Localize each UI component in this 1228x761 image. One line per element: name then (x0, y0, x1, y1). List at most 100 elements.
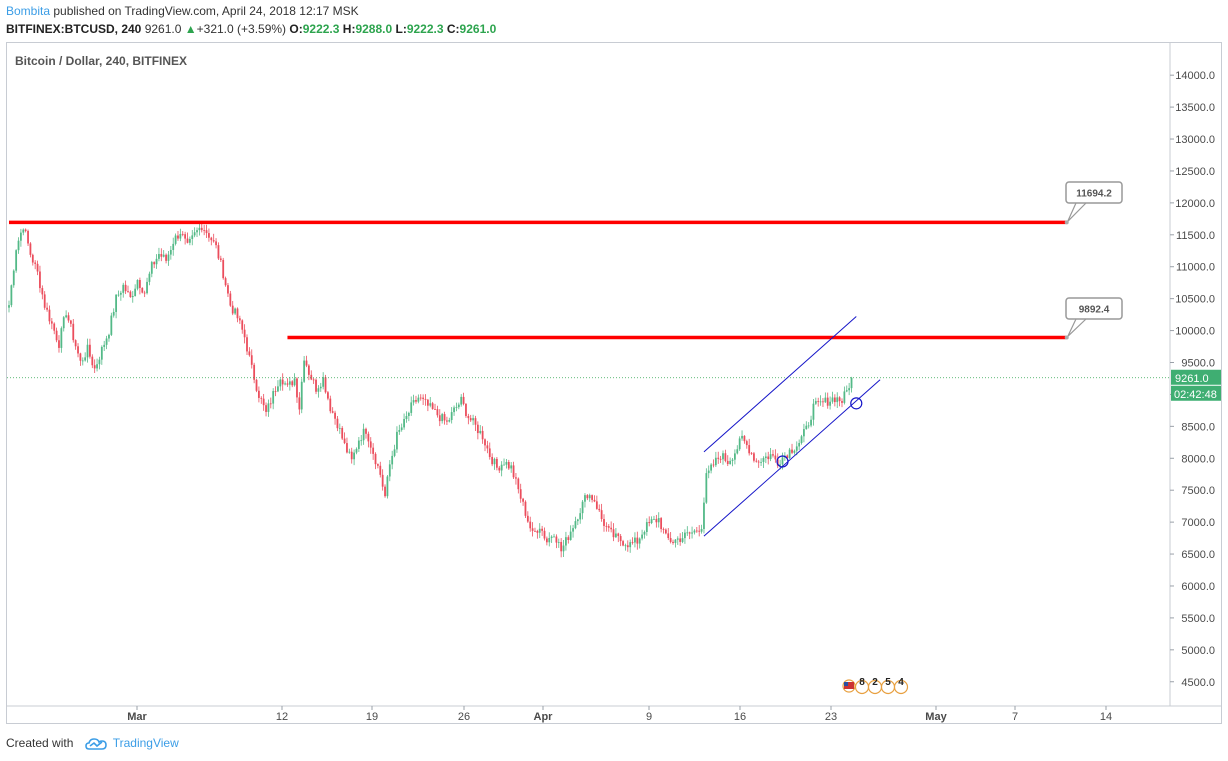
candle-up (429, 403, 432, 406)
resistance-callout-box[interactable] (1065, 297, 1123, 320)
candle-up (398, 430, 401, 432)
price-tick-label: 10000.0 (1175, 326, 1215, 338)
candle-down (826, 397, 829, 406)
open-label: O: (289, 22, 303, 36)
candle-up (731, 459, 734, 461)
footer: Created with TradingView (6, 736, 179, 751)
candle-up (396, 431, 398, 450)
chart-title: Bitcoin / Dollar, 240, BITFINEX (15, 54, 187, 68)
candle-down (822, 401, 824, 403)
candle-up (303, 360, 306, 382)
price-tick-label: 4500.0 (1181, 677, 1215, 689)
candle-down (488, 448, 491, 457)
channel-line-upper[interactable] (703, 316, 857, 453)
created-with-text: Created with (6, 736, 74, 750)
candle-up (479, 430, 482, 434)
candle-down (241, 320, 244, 330)
candle-up (293, 378, 296, 386)
candle-up (117, 294, 120, 296)
candle-down (519, 489, 522, 499)
candle-down (612, 529, 615, 538)
price-tick-label: 11500.0 (1176, 230, 1215, 242)
candle-up (629, 542, 632, 548)
candle-down (350, 451, 353, 460)
candle-up (569, 531, 572, 540)
candle-up (503, 464, 505, 466)
candle-up (62, 317, 65, 329)
tradingview-brand-link[interactable]: TradingView (112, 736, 179, 750)
candle-down (203, 230, 206, 231)
candle-down (310, 374, 313, 380)
candle-down (679, 538, 682, 542)
candle-up (405, 416, 408, 420)
candle-up (562, 545, 565, 552)
candle-up (450, 412, 453, 421)
candle-up (103, 344, 106, 347)
candle-up (110, 315, 113, 335)
candle-down (143, 292, 146, 294)
candle-down (507, 461, 510, 469)
candle-down (522, 498, 524, 502)
price-tick-label: 8500.0 (1181, 421, 1215, 433)
candle-up (279, 379, 282, 387)
candle-up (105, 338, 108, 345)
candle-up (581, 501, 584, 514)
candle-down (555, 536, 558, 543)
candle-up (705, 473, 708, 503)
candle-down (524, 501, 527, 516)
candle-down (498, 467, 501, 471)
change-up-icon: ▲ (184, 22, 197, 36)
callout-anchor-dot (1064, 220, 1069, 225)
chart-canvas[interactable]: Bitcoin / Dollar, 240, BITFINEX 4500.0 500… (0, 0, 1228, 730)
candle-down (636, 537, 639, 544)
candle-up (453, 407, 455, 413)
candle-down (34, 262, 37, 264)
ohlc-legend: BITFINEX:BTCUSD, 240 9261.0 ▲+321.0 (+3.… (6, 22, 496, 36)
candle-down (165, 254, 167, 261)
candle-down (253, 364, 256, 380)
candle-down (648, 522, 651, 524)
candle-up (448, 420, 451, 422)
events-flag-stripes (844, 682, 854, 689)
event-badge-count: 2 (872, 677, 878, 688)
candle-down (305, 360, 308, 366)
candle-up (845, 390, 848, 392)
price-tick-label: 5000.0 (1181, 645, 1215, 657)
candle-up (615, 533, 617, 538)
price-tick-label: 12500.0 (1175, 166, 1215, 178)
candle-down (753, 453, 755, 461)
candle-down (248, 351, 251, 356)
candle-down (560, 542, 563, 552)
candle-up (703, 502, 705, 529)
event-badge-ring[interactable] (893, 679, 909, 695)
candle-down (77, 346, 79, 354)
candle-down (667, 533, 670, 539)
candle-up (643, 531, 646, 535)
change-value: +321.0 (+3.59%) (196, 22, 287, 36)
resistance-callout-box[interactable] (1065, 181, 1123, 204)
chart-frame[interactable] (6, 42, 1222, 724)
candle-up (393, 449, 396, 456)
candle-down (431, 403, 434, 410)
candle-down (372, 447, 375, 454)
time-tick-label: 9 (646, 711, 652, 723)
current-price-tag-label: 9261.0 (1175, 373, 1209, 385)
candle-up (357, 440, 360, 449)
candle-up (198, 227, 201, 231)
candle-up (576, 519, 579, 522)
author-link[interactable]: Bombita (6, 4, 51, 18)
candle-down (384, 486, 386, 497)
candle-up (162, 254, 165, 257)
candle-down (89, 344, 91, 357)
tradingview-cloud-icon (84, 738, 107, 750)
candle-down (222, 259, 225, 279)
candle-down (217, 245, 220, 259)
candle-down (184, 234, 187, 239)
candle-down (369, 441, 372, 448)
candle-down (58, 340, 60, 348)
candle-down (231, 305, 234, 314)
candle-up (843, 391, 846, 403)
candle-down (215, 241, 217, 246)
candle-up (441, 414, 444, 422)
candle-down (664, 529, 667, 534)
